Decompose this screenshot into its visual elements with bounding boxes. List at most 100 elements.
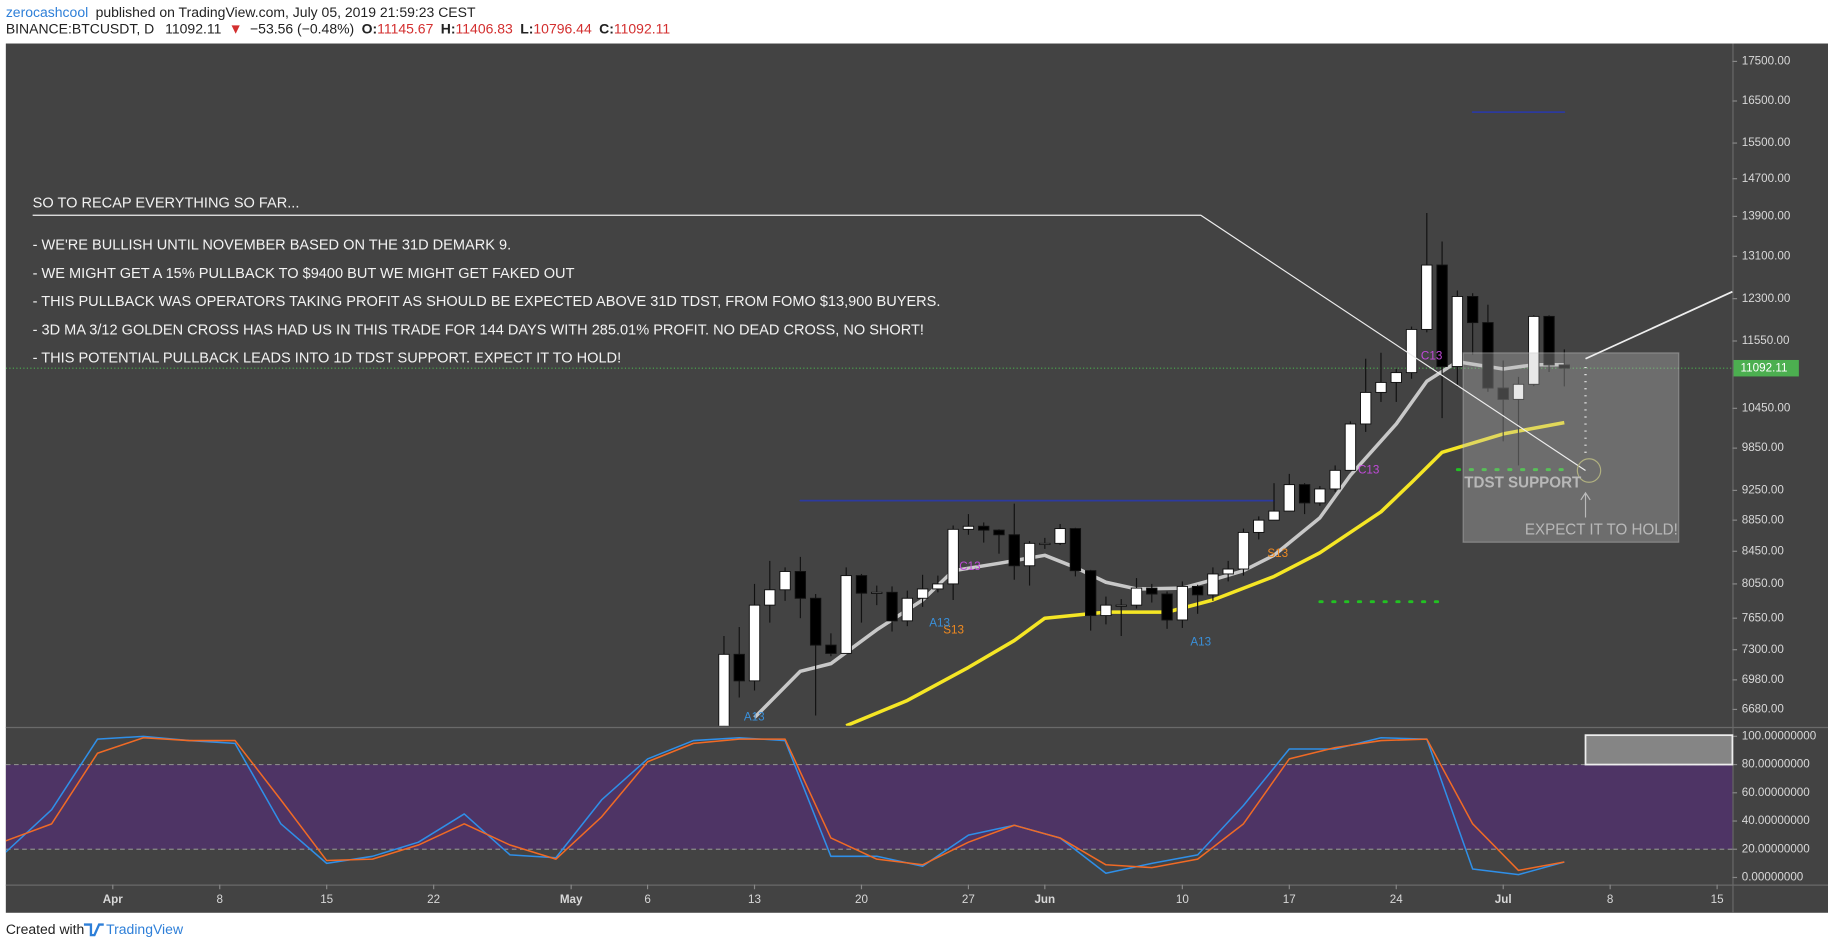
x-tick-label: Jul (1495, 893, 1512, 906)
candle-body (809, 597, 822, 646)
candle-body (1375, 381, 1387, 393)
y-tick-label: 14700.00 (1742, 172, 1791, 185)
candle-body (1054, 528, 1066, 544)
candle-body (1176, 585, 1189, 621)
o-label: O: (362, 20, 378, 36)
stoch-tick-label: 80.00000000 (1742, 758, 1811, 771)
candle-body (1023, 542, 1036, 567)
candle-body (1512, 383, 1525, 400)
stoch-tick-label: 0.00000000 (1742, 871, 1804, 884)
axes: 17500.00 16500.00 15500.00 14700.00 13900.00… (103, 54, 1817, 905)
candle-body (1161, 593, 1173, 621)
c: 11092.11 (614, 20, 670, 36)
footer-text: Created with (6, 921, 85, 937)
circle (1576, 458, 1602, 483)
candle-body (1268, 510, 1280, 521)
y-tick-label: 13100.00 (1742, 249, 1791, 262)
y-tick-label: 8850.00 (1742, 513, 1785, 526)
candle-body (1115, 604, 1127, 607)
tdst-label: TDST SUPPORT (1464, 474, 1582, 491)
last: 11092.11 (165, 20, 221, 36)
y-tick-label: 16500.00 (1742, 94, 1791, 107)
y-tick-label: 9250.00 (1742, 483, 1785, 496)
candle-body (1482, 322, 1494, 389)
candle-body (855, 575, 868, 594)
candle-body (748, 604, 761, 682)
candle-body (1298, 484, 1311, 504)
x-tick-label: 27 (962, 893, 975, 906)
change: −53.56 (−0.48%) (250, 20, 354, 36)
candle-body (1191, 585, 1204, 596)
candle-body (1314, 488, 1326, 504)
annotation: - THIS POTENTIAL PULLBACK LEADS INTO 1D … (33, 351, 622, 367)
demark-label: C13 (1421, 349, 1442, 362)
y-tick-label: 9850.00 (1742, 441, 1785, 454)
x-tick-label: Apr (103, 893, 124, 906)
candle-body (947, 528, 959, 585)
candle-body (1543, 315, 1555, 366)
box (1462, 352, 1680, 543)
y-tick-label: 6680.00 (1742, 702, 1785, 715)
candle-body (733, 653, 745, 682)
logo (83, 923, 104, 937)
footer-brand[interactable]: TradingView (106, 921, 184, 937)
y-tick-label: 17500.00 (1742, 54, 1791, 67)
candle-body (1253, 519, 1265, 533)
y-tick-label: 7650.00 (1742, 611, 1785, 624)
candle-body (1436, 264, 1448, 367)
demark-label: A13 (1190, 635, 1211, 648)
x-tick-label: 20 (855, 893, 868, 906)
candle-body (1497, 387, 1509, 400)
candle-body (1558, 364, 1570, 369)
author[interactable]: zerocashcool (6, 4, 88, 20)
candle-body (1283, 484, 1295, 512)
candle-body (962, 525, 975, 530)
x-tick-label: 8 (1607, 893, 1613, 906)
candle-body (1100, 604, 1112, 617)
candle-body (1421, 264, 1433, 330)
last-price-box (1733, 359, 1799, 377)
annotation: SO TO RECAP EVERYTHING SO FAR... (33, 195, 300, 211)
candle-body (1390, 372, 1402, 383)
candle-body (886, 591, 898, 622)
stoch-tick-label: 100.00000000 (1742, 729, 1817, 742)
stoch-tick-label: 20.00000000 (1742, 842, 1811, 855)
h: 11406.83 (456, 20, 513, 36)
candle-body (840, 575, 852, 654)
demark-label: C13 (959, 560, 980, 573)
candle-body (1344, 423, 1357, 471)
trend-line (32, 214, 1586, 471)
stoch-tick-label: 60.00000000 (1742, 786, 1811, 799)
y-tick-label: 13900.00 (1742, 209, 1791, 222)
demark-label: C13 (1358, 464, 1379, 477)
candle-body (1360, 391, 1372, 425)
candle-body (1085, 570, 1097, 617)
candle-body (1329, 469, 1341, 490)
annotation: - WE'RE BULLISH UNTIL NOVEMBER BASED ON … (33, 238, 512, 254)
candle-body (1069, 528, 1082, 572)
candle-body (932, 583, 944, 590)
y-tick-label: 10450.00 (1742, 401, 1791, 414)
y-tick-label: 15500.00 (1742, 136, 1791, 149)
symbol: BINANCE:BTCUSDT, D (6, 20, 154, 36)
candle-body (916, 588, 929, 599)
candle-body (1466, 296, 1479, 324)
demark-label: A13 (929, 616, 950, 629)
l-label: L: (520, 20, 533, 36)
x-tick-label: 24 (1390, 893, 1403, 906)
stoch-tick-label: 40.00000000 (1742, 814, 1811, 827)
symbol-line: BINANCE:BTCUSDT, D 11092.11 ▼ −53.56 (−0… (6, 20, 671, 36)
candle-body (1222, 568, 1234, 575)
stoch-line (5, 736, 1565, 872)
header-line: zerocashcool published on TradingView.co… (6, 4, 476, 20)
x-tick-label: 8 (216, 893, 222, 906)
x-tick-label: May (560, 893, 583, 906)
candle-body (978, 525, 990, 531)
candle-body (1039, 542, 1051, 546)
hold-label: EXPECT IT TO HOLD! (1525, 521, 1678, 538)
last-price-label: 11092.11 (1741, 361, 1788, 374)
candle-body (718, 653, 730, 726)
demark-label: S13 (943, 624, 964, 637)
y-tick-label: 7300.00 (1742, 643, 1785, 656)
